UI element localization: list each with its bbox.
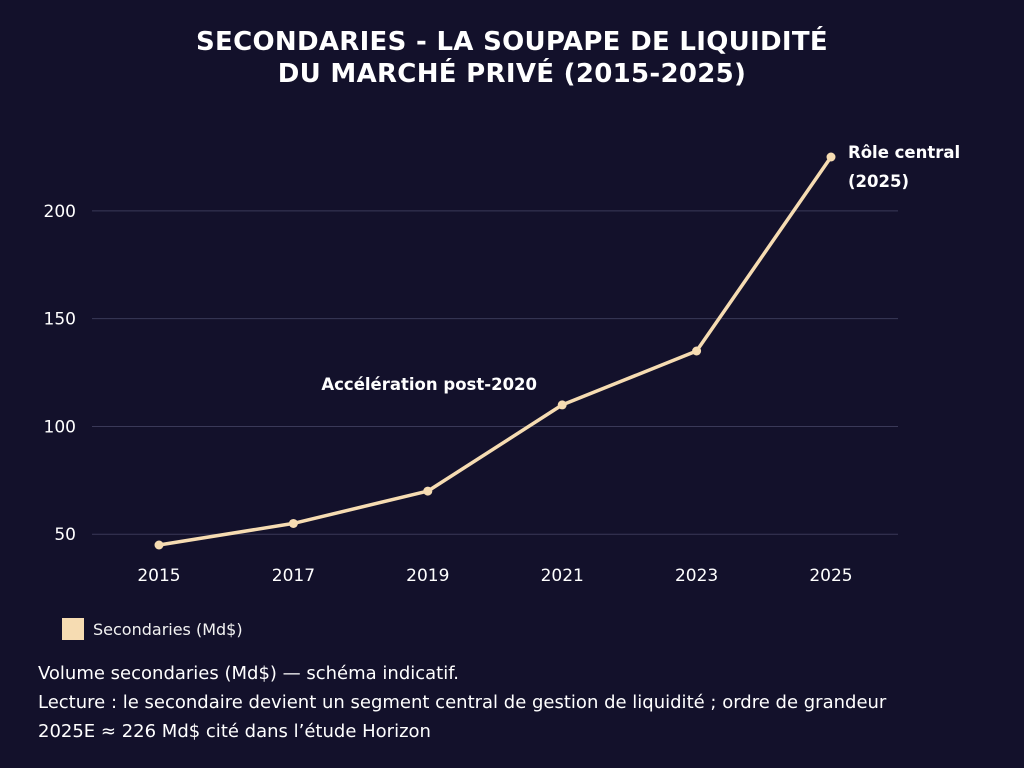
series-secondaries (154, 152, 836, 550)
y-tick-label-150: 150 (44, 310, 76, 330)
x-tick-label-2021: 2021 (541, 566, 584, 586)
legend: Secondaries (Md$) (62, 618, 243, 640)
footnote-line3: 2025E ≈ 226 Md$ cité dans l’étude Horizo… (38, 721, 431, 742)
x-tick-label-2015: 2015 (137, 566, 180, 586)
y-tick-label-200: 200 (44, 202, 76, 222)
chart-title-line2: DU MARCHÉ PRIVÉ (2015-2025) (277, 59, 747, 89)
legend-label: Secondaries (Md$) (93, 619, 243, 639)
footnote-line1: Volume secondaries (Md$) — schéma indica… (38, 663, 459, 684)
x-tick-label-2025: 2025 (809, 566, 852, 586)
data-point-2015 (154, 540, 164, 550)
data-point-2019 (423, 486, 433, 496)
series-line-0 (157, 155, 833, 547)
x-axis-ticks: 2015 2017 2019 2021 2023 2025 (137, 566, 852, 586)
annotation-acceleration: Accélération post-2020 (321, 375, 537, 394)
data-point-2025 (826, 152, 836, 162)
data-point-2017 (288, 518, 298, 528)
x-tick-label-2017: 2017 (272, 566, 315, 586)
y-tick-label-50: 50 (54, 525, 76, 545)
y-tick-label-100: 100 (44, 417, 76, 437)
chart-title-line1: SECONDARIES - LA SOUPAPE DE LIQUIDITÉ (196, 27, 828, 57)
x-tick-label-2019: 2019 (406, 566, 449, 586)
data-point-2021 (557, 400, 567, 410)
footnote-line2: Lecture : le secondaire devient un segme… (38, 692, 887, 713)
annotation-role-central-line1: Rôle central (848, 143, 960, 162)
annotations: Accélération post-2020 Rôle central (2025) (321, 143, 960, 394)
y-axis-ticks: 50 100 150 200 (44, 202, 76, 545)
grid-lines (92, 210, 898, 535)
legend-swatch (62, 618, 84, 640)
annotation-role-central-line2: (2025) (848, 172, 909, 191)
x-tick-label-2023: 2023 (675, 566, 718, 586)
data-point-2023 (692, 346, 702, 356)
